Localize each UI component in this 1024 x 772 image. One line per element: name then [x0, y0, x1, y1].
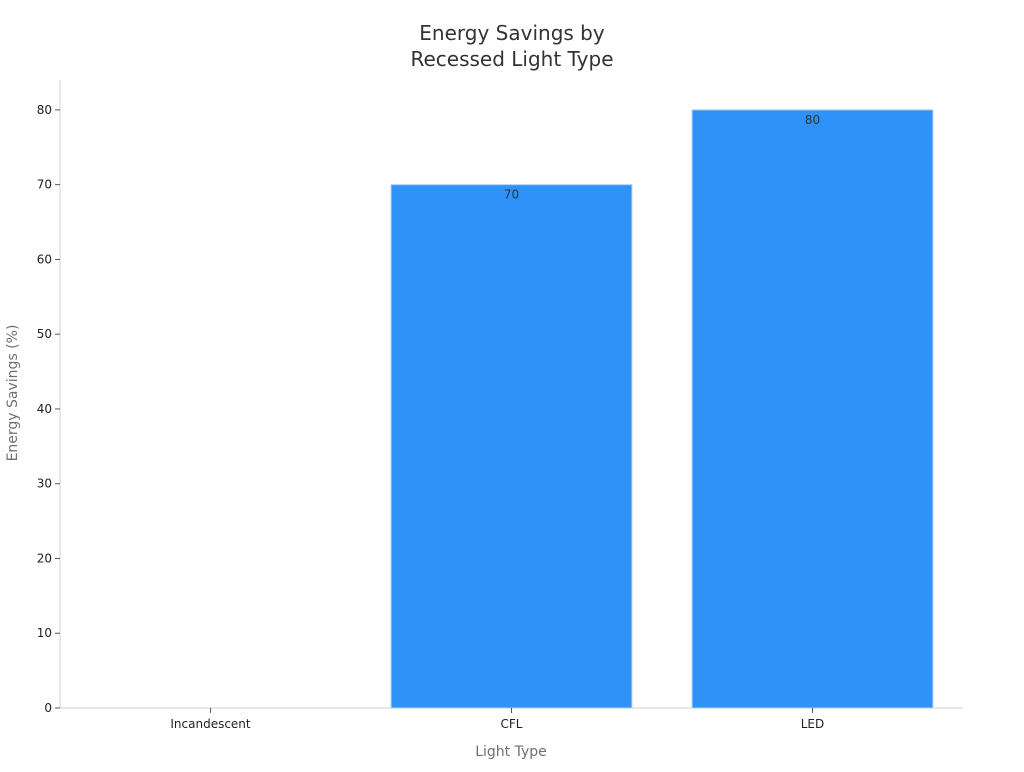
y-tick-label: 60: [37, 252, 52, 266]
x-axis-title: Light Type: [475, 744, 547, 760]
y-tick-label: 40: [37, 402, 52, 416]
y-tick-label: 70: [37, 178, 52, 192]
y-axis-title: Energy Savings (%): [5, 325, 21, 462]
x-tick-label: LED: [801, 717, 825, 731]
bar: [390, 184, 633, 709]
y-tick-label: 80: [37, 103, 52, 117]
x-tick-label: Incandescent: [170, 717, 251, 731]
x-tick-label: CFL: [501, 717, 523, 731]
y-tick-label: 10: [37, 626, 52, 640]
chart-title-line-1: Energy Savings by: [419, 21, 605, 45]
bar-value-label: 80: [805, 113, 820, 127]
y-tick-label: 50: [37, 327, 52, 341]
y-tick-label: 20: [37, 551, 52, 565]
bar-value-label: 70: [504, 188, 519, 202]
bar: [691, 109, 934, 709]
plot-area: 0 10 20 30 40 50 60 70 80 Incandescent CFL 70 LED 80: [37, 80, 963, 731]
chart-title-line-2: Recessed Light Type: [410, 47, 613, 71]
y-tick-label: 30: [37, 477, 52, 491]
y-tick-label: 0: [44, 701, 52, 715]
